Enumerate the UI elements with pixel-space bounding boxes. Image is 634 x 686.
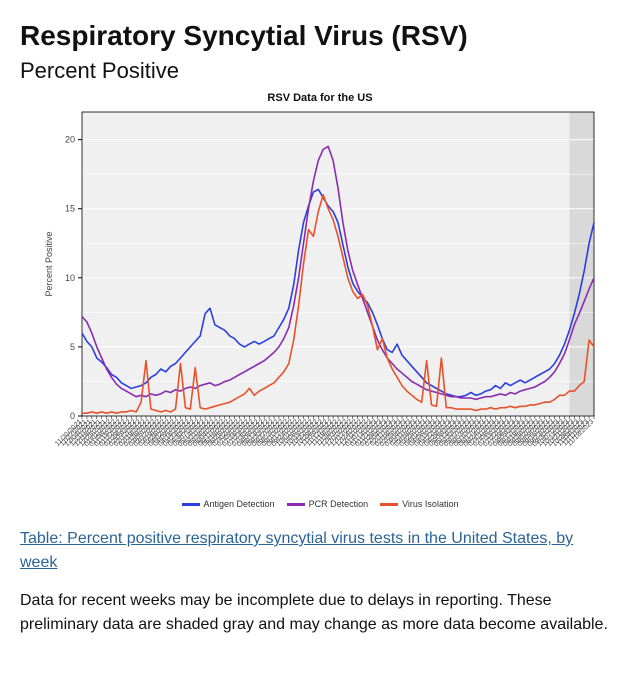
legend-swatch (287, 503, 305, 506)
chart-legend: Antigen Detection PCR Detection Virus Isol… (40, 499, 600, 509)
rsv-line-chart: 0510152011/20/202111/27/202112/04/202112… (40, 106, 600, 486)
svg-text:0: 0 (70, 411, 75, 421)
page-title: Respiratory Syncytial Virus (RSV) (20, 20, 614, 52)
legend-swatch (182, 503, 200, 506)
legend-label: PCR Detection (309, 499, 369, 509)
svg-text:15: 15 (65, 204, 75, 214)
svg-text:Percent Positive: Percent Positive (44, 231, 54, 296)
legend-swatch (380, 503, 398, 506)
legend-item: Antigen Detection (182, 499, 275, 509)
chart-title: RSV Data for the US (40, 92, 600, 104)
legend-item: PCR Detection (287, 499, 369, 509)
svg-text:20: 20 (65, 135, 75, 145)
data-note: Data for recent weeks may be incomplete … (20, 589, 614, 637)
legend-item: Virus Isolation (380, 499, 458, 509)
legend-label: Virus Isolation (402, 499, 458, 509)
chart-container: RSV Data for the US 0510152011/20/202111… (40, 92, 600, 509)
svg-text:10: 10 (65, 273, 75, 283)
svg-text:5: 5 (70, 342, 75, 352)
table-link[interactable]: Table: Percent positive respiratory sync… (20, 527, 614, 575)
page-subtitle: Percent Positive (20, 58, 614, 84)
legend-label: Antigen Detection (204, 499, 275, 509)
